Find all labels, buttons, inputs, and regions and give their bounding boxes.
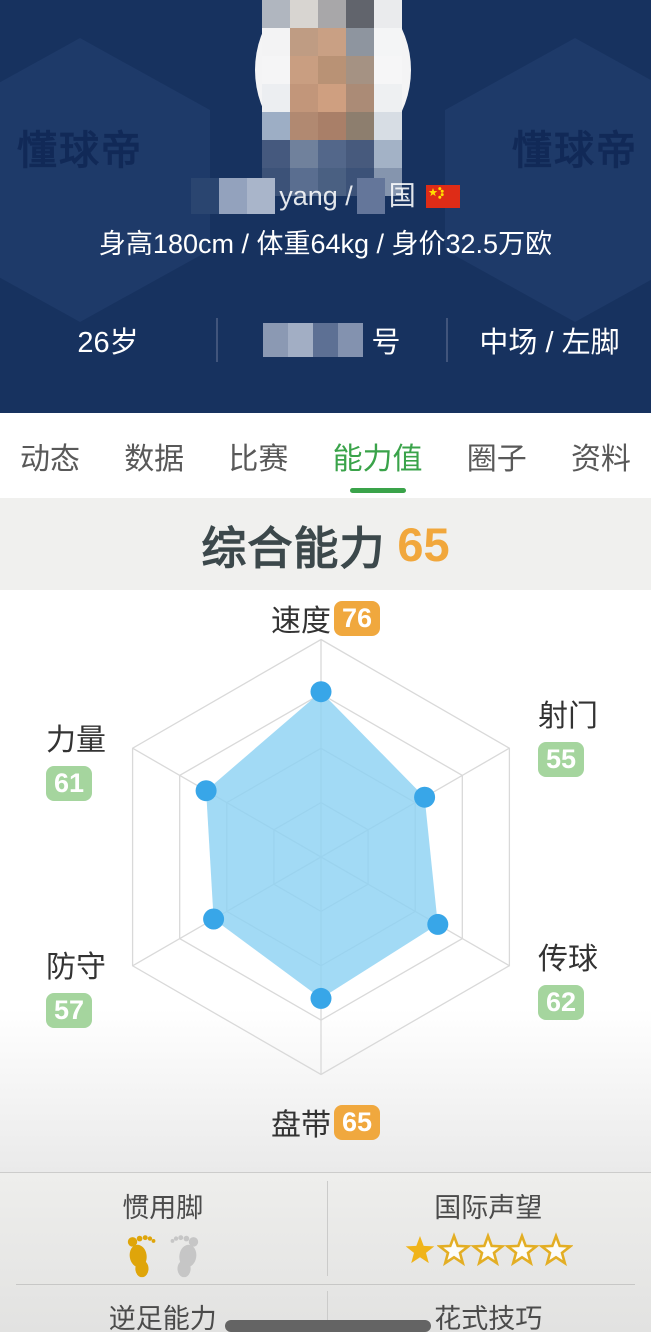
details-vertical-divider [327,1291,328,1332]
player-name-fragment: yang / [279,181,353,211]
player-stats-row: 26岁 号 中场 / 左脚 [0,316,651,364]
axis-value-dribbling: 65 [333,1104,381,1140]
axis-name-dribbling: 盘带 [270,1109,331,1142]
watermark-left: 懂球帝 [17,129,143,173]
physical-info-text: 身高180cm / 体重64kg / 身价32.5万欧 [98,229,553,259]
star-empty-icon [505,1232,540,1267]
axis-label-defense: 防守 57 [46,942,106,1028]
tab-bar: 动态 数据 比赛 能力值 圈子 资料 [0,413,651,498]
stats-divider [216,318,218,362]
tab-circles[interactable]: 圈子 [466,442,527,476]
skill-moves-label: 花式技巧 [434,1304,543,1332]
tab-profile[interactable]: 资料 [570,442,631,476]
axis-name-passing: 传球 [538,943,598,976]
stats-divider [446,318,448,362]
header-section: 懂球帝 懂球帝 yang / 国 身高180cm / 体重64kg / 身价32… [0,0,651,413]
radar-polygon [206,691,438,999]
right-foot-icon [170,1235,198,1278]
weak-foot-cell: 逆足能力 [0,1284,326,1332]
hexagon-decoration-left: 懂球帝 [0,30,230,330]
radar-data-point [427,913,449,935]
star-empty-icon [539,1232,574,1267]
skill-moves-cell: 花式技巧 [326,1284,651,1332]
left-foot-icon [127,1235,156,1278]
axis-name-strength: 力量 [46,724,106,757]
club-number-cell: 号 [218,319,446,361]
player-nationality-text: 国 [388,181,416,211]
axis-name-defense: 防守 [46,951,106,984]
details-row-2: 逆足能力 花式技巧 [0,1284,651,1332]
axis-value-passing: 62 [538,985,585,1020]
overall-ability-value: 65 [397,517,450,571]
radar-chart [131,638,511,1076]
club-blur-blocks [263,323,364,357]
china-flag-icon [425,184,460,208]
axis-value-strength: 61 [46,766,93,801]
weak-foot-label: 逆足能力 [108,1304,217,1332]
player-name-row: yang / 国 [0,176,651,216]
axis-label-strength: 力量 61 [46,715,106,801]
details-vertical-divider [327,1181,328,1276]
radar-chart-section: 速度 76 射门 55 传球 62 盘带 65 防守 57 力量 61 [0,590,651,1172]
tab-matches[interactable]: 比赛 [228,442,289,476]
overall-ability-label: 综合能力 [201,522,386,574]
radar-data-point [310,987,332,1009]
overall-ability-band: 综合能力 65 [0,498,651,590]
position-foot-text: 中场 / 左脚 [479,327,620,359]
preferred-foot-icons [125,1232,201,1280]
name-blur-blocks [356,178,385,214]
watermark-right: 懂球帝 [512,129,638,173]
star-empty-icon [437,1232,472,1267]
preferred-foot-cell: 惯用脚 [0,1173,326,1284]
tab-ability[interactable]: 能力值 [333,413,423,498]
preferred-foot-label: 惯用脚 [122,1193,204,1223]
star-filled-icon [405,1236,435,1264]
axis-value-speed: 76 [333,600,381,636]
axis-label-speed: 速度 76 [0,596,651,640]
age-text: 26岁 [77,327,139,359]
star-empty-icon [471,1232,506,1267]
player-avatar-mosaic [262,0,402,196]
radar-data-point [203,908,225,930]
axis-value-shooting: 55 [538,742,585,777]
name-blur-blocks [191,178,276,214]
home-indicator-bar[interactable] [225,1320,431,1332]
axis-label-passing: 传球 62 [538,934,598,1020]
shirt-number-suffix: 号 [371,327,401,359]
radar-data-point [195,780,217,802]
reputation-stars [403,1232,574,1268]
details-row-1: 惯用脚 [0,1173,651,1284]
details-panel: 惯用脚 [0,1172,651,1332]
axis-label-shooting: 射门 55 [538,691,598,777]
radar-data-point [310,681,332,703]
reputation-cell: 国际声望 [326,1173,651,1284]
reputation-label: 国际声望 [434,1193,543,1223]
axis-name-speed: 速度 [270,605,331,638]
axis-value-defense: 57 [46,993,93,1028]
axis-name-shooting: 射门 [538,700,598,733]
axis-label-dribbling: 盘带 65 [0,1100,651,1144]
details-horizontal-divider [16,1284,635,1285]
hexagon-decoration-right: 懂球帝 [425,30,651,330]
tab-data[interactable]: 数据 [124,442,185,476]
tab-feed[interactable]: 动态 [20,442,80,476]
radar-data-point [414,786,436,808]
